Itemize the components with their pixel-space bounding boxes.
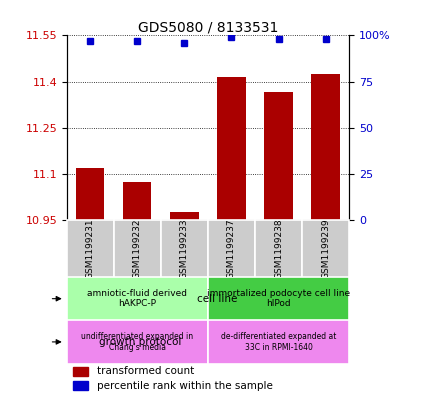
Bar: [170, 212, 198, 220]
Text: GSM1199231: GSM1199231: [86, 218, 95, 279]
Bar: [67, 220, 114, 277]
Bar: [67, 320, 208, 364]
Title: GDS5080 / 8133531: GDS5080 / 8133531: [138, 20, 277, 34]
Bar: [208, 320, 348, 364]
Text: undifferentiated expanded in
Chang's media: undifferentiated expanded in Chang's med…: [81, 332, 193, 352]
Text: amniotic-fluid derived
hAKPC-P: amniotic-fluid derived hAKPC-P: [87, 289, 187, 309]
Text: GSM1199239: GSM1199239: [320, 218, 329, 279]
Text: immortalized podocyte cell line
hIPod: immortalized podocyte cell line hIPod: [206, 289, 349, 309]
Bar: [264, 92, 292, 220]
Bar: [301, 220, 348, 277]
Bar: [160, 220, 207, 277]
Bar: [76, 168, 104, 220]
Bar: [67, 277, 208, 320]
Text: GSM1199238: GSM1199238: [273, 218, 283, 279]
Text: cell line: cell line: [196, 294, 237, 304]
Bar: [123, 182, 151, 220]
Text: GSM1199237: GSM1199237: [227, 218, 236, 279]
Bar: [73, 367, 88, 376]
Text: percentile rank within the sample: percentile rank within the sample: [97, 381, 272, 391]
Bar: [73, 381, 88, 390]
Bar: [208, 277, 348, 320]
Text: de-differentiated expanded at
33C in RPMI-1640: de-differentiated expanded at 33C in RPM…: [220, 332, 335, 352]
Bar: [217, 77, 245, 220]
Bar: [255, 220, 301, 277]
Bar: [311, 74, 339, 220]
Text: GSM1199233: GSM1199233: [179, 218, 188, 279]
Bar: [114, 220, 160, 277]
Text: GSM1199232: GSM1199232: [132, 219, 141, 279]
Text: transformed count: transformed count: [97, 367, 194, 376]
Bar: [207, 220, 255, 277]
Text: growth protocol: growth protocol: [98, 337, 181, 347]
